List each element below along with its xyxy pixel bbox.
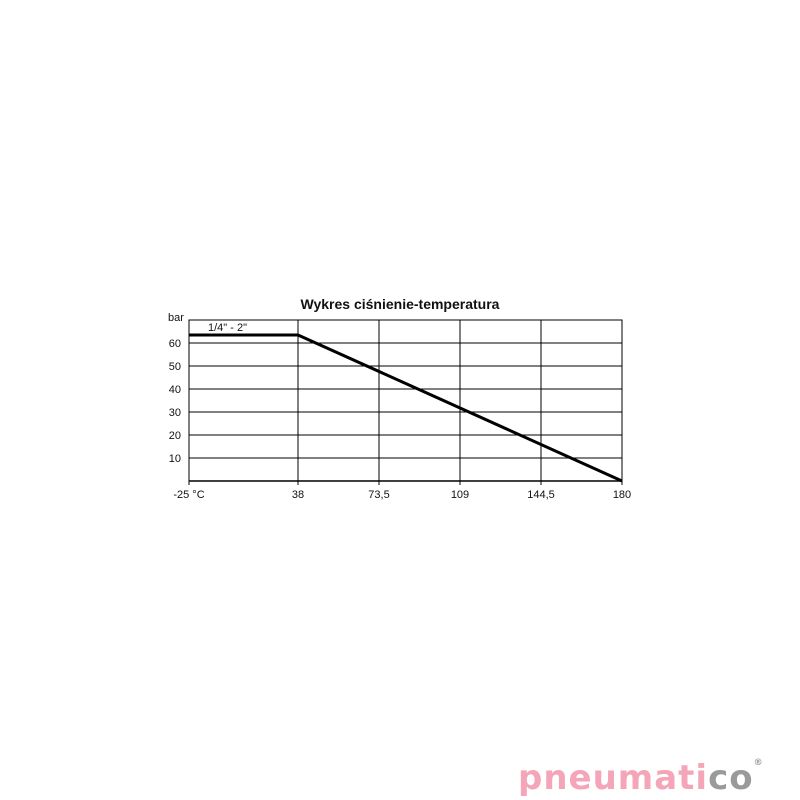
logo-text: pneumati	[518, 758, 709, 798]
y-tick-label: 10	[169, 453, 181, 465]
x-tick-label: -25 °C	[173, 489, 204, 501]
grid	[188, 319, 623, 485]
y-tick-label: 60	[169, 338, 181, 350]
tick-labels: 10 20 30 40 50 60 -25 °C 38 73,5 109 144,5 180	[169, 338, 631, 501]
y-axis-label: bar	[168, 312, 184, 324]
plot-frame	[188, 319, 623, 482]
y-tick-label: 30	[169, 407, 181, 419]
pneumatico-logo: pneumatico®	[518, 758, 764, 798]
series: 1/4" - 2"	[189, 322, 623, 483]
registered-mark: ®	[753, 758, 764, 768]
series-line	[189, 333, 623, 483]
chart-title: Wykres ciśnienie-temperatura	[301, 296, 500, 312]
x-tick-label: 109	[451, 489, 469, 501]
series-label: 1/4" - 2"	[208, 322, 247, 334]
y-tick-label: 40	[169, 384, 181, 396]
x-tick-label: 73,5	[368, 489, 389, 501]
x-tick-label: 38	[292, 489, 304, 501]
x-tick-label: 144,5	[527, 489, 555, 501]
logo-text-co: co	[708, 758, 754, 798]
y-tick-label: 20	[169, 430, 181, 442]
y-tick-label: 50	[169, 361, 181, 373]
x-tick-label: 180	[613, 489, 631, 501]
